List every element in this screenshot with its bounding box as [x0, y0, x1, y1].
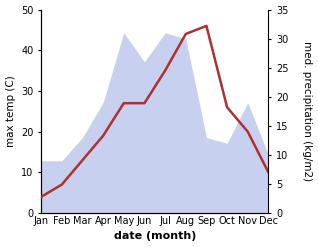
Y-axis label: max temp (C): max temp (C) — [5, 75, 16, 147]
X-axis label: date (month): date (month) — [114, 231, 196, 242]
Y-axis label: med. precipitation (kg/m2): med. precipitation (kg/m2) — [302, 41, 313, 181]
